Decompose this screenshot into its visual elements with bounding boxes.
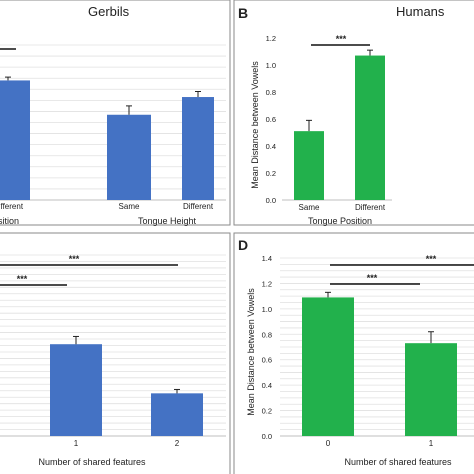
- panel-c-xlabel: Number of shared features: [38, 457, 146, 467]
- significance-label: ***: [17, 274, 28, 284]
- panel-c-plot: 1 2 *** ***: [0, 254, 226, 448]
- y-tick-label: 1.0: [266, 61, 276, 70]
- bar: [151, 393, 203, 436]
- bar: [405, 343, 457, 436]
- y-tick-label: 1.4: [262, 254, 272, 263]
- panel-b-title: Humans: [396, 4, 445, 19]
- significance-label: ***: [69, 254, 80, 264]
- y-tick-label: 1.2: [266, 34, 276, 43]
- panel-b-ylabel: Mean Distance between Vowels: [250, 61, 260, 189]
- y-tick-label: 0.6: [266, 115, 276, 124]
- category-label: 1: [429, 439, 434, 448]
- significance-label: ***: [367, 273, 378, 283]
- significance-label: ***: [426, 254, 437, 264]
- category-label: Different: [183, 202, 214, 211]
- panel-c-frame: [0, 232, 231, 474]
- y-tick-label: 0.4: [266, 142, 276, 151]
- y-tick-label: 0.2: [266, 169, 276, 178]
- panel-b-xlabel: Tongue Position: [308, 216, 372, 226]
- panel-d-ylabel: Mean Distance between Vowels: [246, 288, 256, 416]
- bar: [50, 344, 102, 436]
- bar: [355, 55, 385, 200]
- y-tick-label: 0.8: [266, 88, 276, 97]
- y-tick-label: 0.2: [262, 407, 272, 416]
- panel-d-letter: D: [238, 237, 248, 253]
- panel-b-frame: [233, 0, 474, 226]
- bar: [302, 297, 354, 436]
- y-tick-label: 0.6: [262, 356, 272, 365]
- panel-a-plot: Different Same Different: [0, 44, 226, 211]
- category-label: Different: [355, 203, 386, 212]
- category-label: 1: [74, 439, 79, 448]
- panel-a-group-label-2: Tongue Height: [138, 216, 197, 226]
- bar: [294, 131, 324, 200]
- y-tick-label: 0.8: [262, 330, 272, 339]
- y-tick-label: 1.2: [262, 279, 272, 288]
- panel-d-plot: 0.0 0.2 0.4 0.6 0.8 1.0 1.2 1.4 0 1 *** ***: [262, 254, 474, 448]
- panel-b-plot: 0.0 0.2 0.4 0.6 0.8 1.0 1.2 Same Different ***: [266, 34, 392, 212]
- category-label: Same: [119, 202, 140, 211]
- panel-d-frame: [233, 232, 474, 474]
- panel-a-group-label-1: sition: [0, 216, 19, 226]
- category-label: 2: [175, 439, 180, 448]
- category-label: Different: [0, 202, 24, 211]
- bar: [0, 80, 30, 200]
- panel-a-frame: [0, 0, 231, 226]
- y-tick-label: 0.0: [262, 432, 272, 441]
- y-tick-label: 1.0: [262, 305, 272, 314]
- y-tick-label: 0.0: [266, 196, 276, 205]
- y-tick-label: 0.4: [262, 381, 272, 390]
- bar: [107, 114, 151, 200]
- category-label: 0: [326, 439, 331, 448]
- panel-d-xlabel: Number of shared features: [344, 457, 452, 467]
- significance-label: ***: [336, 34, 347, 44]
- category-label: Same: [299, 203, 320, 212]
- panel-b-letter: B: [238, 5, 248, 21]
- panel-a-title: Gerbils: [88, 4, 130, 19]
- bar: [182, 97, 214, 200]
